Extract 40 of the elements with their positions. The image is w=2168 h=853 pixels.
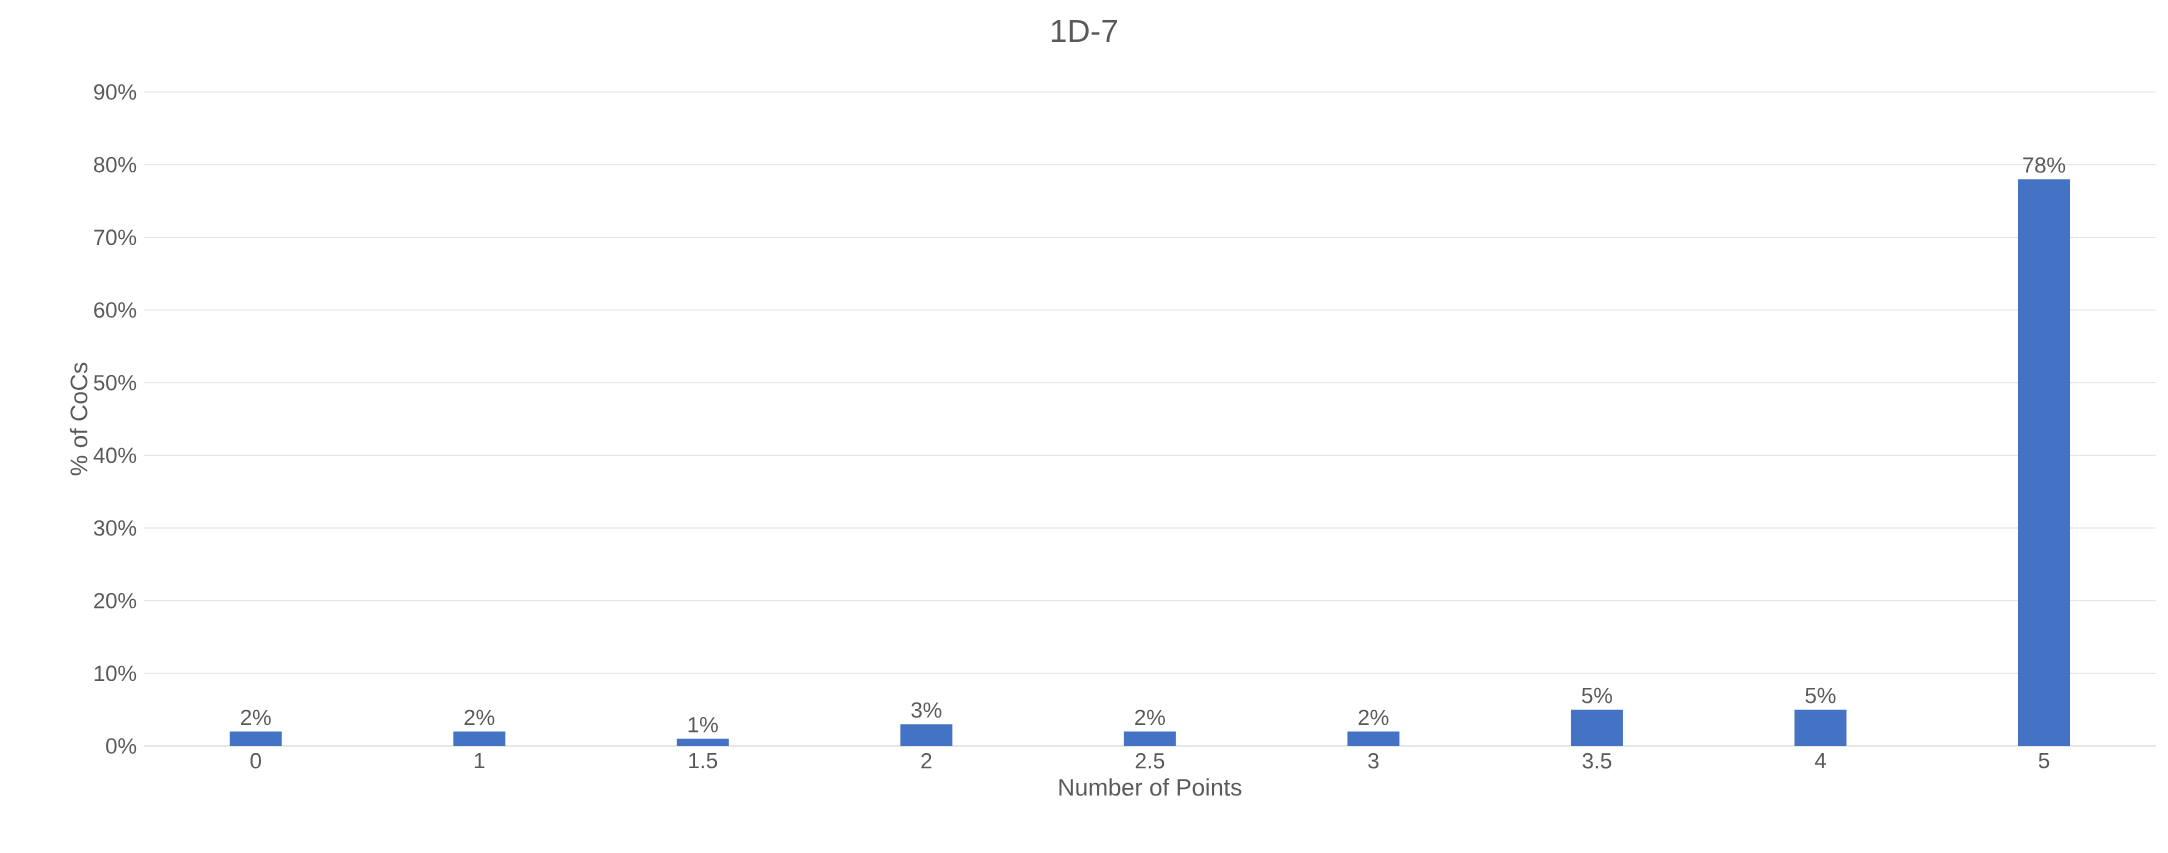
x-tick-label: 5 <box>2038 753 2050 769</box>
bar <box>1347 731 1400 746</box>
bar <box>1570 709 1623 746</box>
data-label: 5% <box>1805 687 1836 704</box>
y-tick-label: 60% <box>94 302 137 318</box>
bar <box>900 724 953 746</box>
y-tick-label: 80% <box>94 156 137 173</box>
data-label: 3% <box>911 702 942 718</box>
data-label: 2% <box>464 709 495 726</box>
x-tick-label: 3.5 <box>1582 753 1612 769</box>
chart-title: 1D-7 <box>1051 20 1117 42</box>
x-tick-label: 2 <box>921 753 932 769</box>
bar <box>1123 731 1176 746</box>
y-tick-label: 70% <box>94 229 137 246</box>
y-tick-label: 90% <box>94 84 137 100</box>
x-axis-title: Number of Points <box>1059 778 1242 796</box>
y-tick-label: 0% <box>106 738 137 754</box>
data-label: 2% <box>1135 709 1165 726</box>
y-tick-label: 50% <box>93 374 137 391</box>
y-axis-title: % of CoCs <box>69 362 88 476</box>
data-label: 1% <box>688 717 718 733</box>
bar <box>229 731 282 746</box>
data-label: 5% <box>1581 687 1612 704</box>
bar <box>453 731 506 746</box>
x-tick-label: 4 <box>1814 753 1826 769</box>
bar <box>2018 179 2071 746</box>
x-tick-label: 3 <box>1368 753 1379 769</box>
y-tick-label: 40% <box>93 447 137 464</box>
y-tick-label: 20% <box>94 592 137 609</box>
bar <box>676 738 729 746</box>
data-label: 2% <box>1358 709 1389 726</box>
y-tick-label: 10% <box>94 665 137 682</box>
data-label: 78% <box>2023 157 2066 173</box>
y-tick-label: 30% <box>93 520 137 536</box>
x-tick-label: 1 <box>474 753 485 769</box>
x-tick-label: 0 <box>250 753 261 769</box>
bar <box>1794 709 1847 746</box>
x-tick-label: 1.5 <box>689 753 718 769</box>
data-label: 2% <box>241 709 271 726</box>
x-tick-label: 2.5 <box>1135 753 1165 769</box>
